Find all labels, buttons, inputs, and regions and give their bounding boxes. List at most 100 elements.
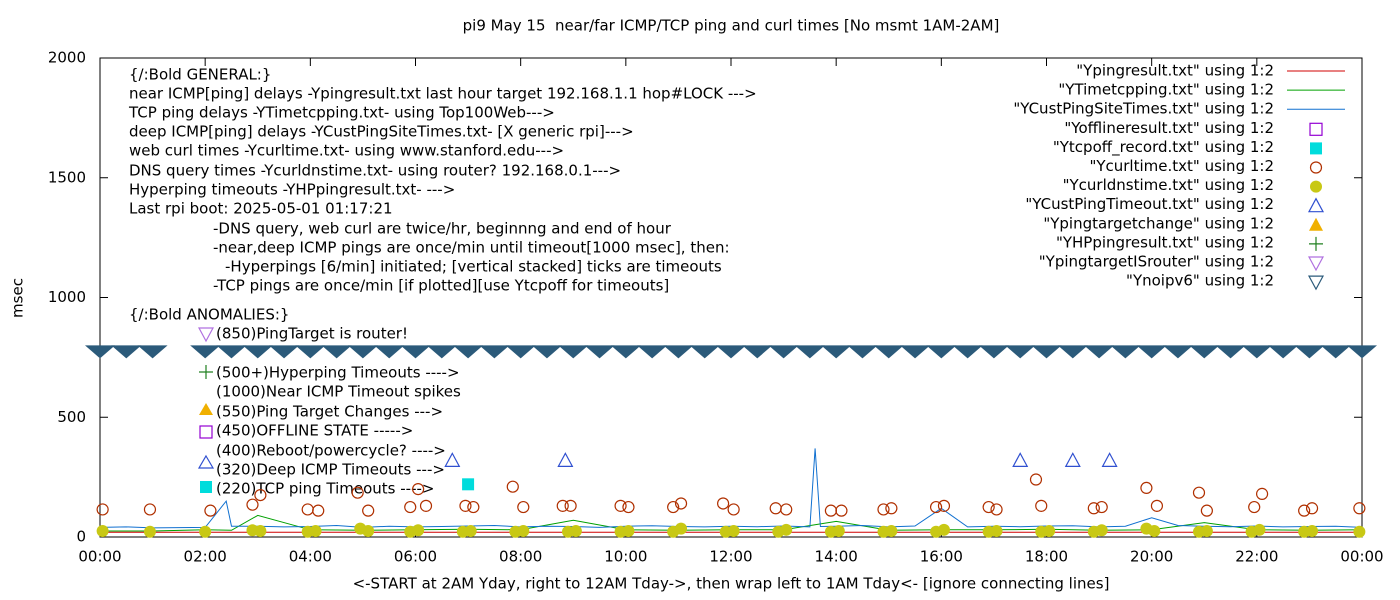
x-tick-label: 12:00 [709, 548, 752, 566]
legend-swatch [1307, 256, 1325, 272]
marker [794, 345, 825, 359]
x-tick-label: 22:00 [1235, 548, 1278, 566]
x-tick-label: 16:00 [920, 548, 963, 566]
x-tick-label: 00:00 [1340, 548, 1383, 566]
marker [295, 345, 326, 359]
marker [517, 525, 530, 538]
legend-label: "Ynoipv6" using 1:2 [1126, 272, 1274, 290]
annotation: deep ICMP[ping] delays -YCustPingSiteTim… [129, 123, 634, 141]
annotation: TCP ping delays -YTimetcpping.txt- using… [128, 104, 555, 122]
marker [374, 345, 405, 359]
series [96, 522, 1366, 538]
marker [569, 525, 582, 538]
marker [464, 525, 477, 538]
marker [824, 504, 838, 517]
marker [312, 504, 325, 517]
marker [412, 524, 425, 537]
marker [453, 345, 484, 359]
marker [1101, 452, 1118, 467]
marker [1136, 345, 1167, 359]
series [85, 345, 1377, 359]
marker [614, 499, 627, 512]
marker [199, 525, 212, 538]
marker [1215, 345, 1246, 359]
marker [1241, 345, 1272, 359]
marker [1353, 525, 1366, 538]
annotation: -Hyperpings [6/min] initiated; [vertical… [225, 258, 722, 276]
annotation: {/:Bold ANOMALIES:} [129, 306, 289, 324]
marker [780, 503, 793, 516]
marker [321, 345, 352, 359]
marker [610, 345, 641, 359]
marker [467, 500, 480, 514]
annotation: -near,deep ICMP pings are once/min until… [213, 239, 730, 257]
marker [1095, 524, 1108, 537]
marker [1347, 345, 1377, 359]
marker [584, 345, 615, 359]
marker [254, 488, 267, 502]
marker [929, 500, 943, 514]
marker [1035, 499, 1048, 512]
marker [622, 500, 635, 514]
series [96, 473, 1366, 517]
marker [873, 345, 904, 359]
legend-swatch [1307, 197, 1325, 213]
marker [309, 525, 322, 538]
marker [301, 503, 314, 516]
marker [1320, 345, 1351, 359]
annotation: (320)Deep ICMP Timeouts ---> [216, 461, 445, 479]
marker [1353, 502, 1366, 515]
marker [1200, 525, 1213, 538]
annotation: near ICMP[ping] delays -Ypingresult.txt … [129, 85, 757, 103]
marker [96, 503, 109, 516]
marker [1162, 345, 1193, 359]
y-tick-label: 1500 [48, 168, 86, 186]
marker [926, 345, 957, 359]
x-tick-label: 08:00 [499, 548, 542, 566]
legend-swatch [1309, 217, 1323, 231]
marker [780, 523, 793, 536]
marker [1192, 486, 1206, 499]
marker [885, 502, 898, 515]
annotation: -TCP pings are once/min [if plotted][use… [213, 277, 669, 295]
marker [137, 345, 168, 359]
y-tick-label: 500 [57, 408, 86, 426]
marker [400, 345, 431, 359]
marker [978, 345, 1009, 359]
marker [557, 452, 574, 467]
annotation: (400)Reboot/powercycle? ----> [216, 442, 446, 460]
marker [1005, 345, 1036, 359]
marker [558, 345, 589, 359]
legend-label: "YCustPingSiteTimes.txt" using 1:2 [1013, 100, 1274, 118]
annotation: (220)TCP ping Timeouts ----> [216, 480, 434, 498]
annotation: (550)Ping Target Changes ---> [216, 403, 443, 421]
marker [351, 486, 364, 499]
marker [1306, 525, 1319, 538]
marker [1084, 345, 1115, 359]
marker [1029, 473, 1043, 486]
marker [505, 345, 536, 359]
series [444, 452, 1118, 467]
y-axis-label: msec [9, 278, 27, 318]
marker [190, 345, 221, 359]
marker [444, 452, 461, 467]
marker [1012, 452, 1029, 467]
legend-label: "YpingtargetISrouter" using 1:2 [1039, 253, 1274, 271]
marker [459, 499, 472, 512]
marker [1294, 345, 1325, 359]
marker [1268, 345, 1299, 359]
marker [517, 500, 530, 514]
x-tick-label: 04:00 [289, 548, 332, 566]
marker [96, 525, 109, 538]
legend-label: "Ycurltime.txt" using 1:2 [1089, 157, 1274, 175]
legend-swatch [1309, 161, 1323, 174]
marker [85, 345, 115, 359]
x-tick-label: 10:00 [604, 548, 647, 566]
marker [952, 345, 983, 359]
marker [674, 497, 688, 510]
annotation-symbols [197, 327, 215, 493]
marker [1148, 525, 1161, 538]
marker [937, 523, 950, 536]
marker [362, 525, 375, 538]
marker [1255, 487, 1269, 500]
